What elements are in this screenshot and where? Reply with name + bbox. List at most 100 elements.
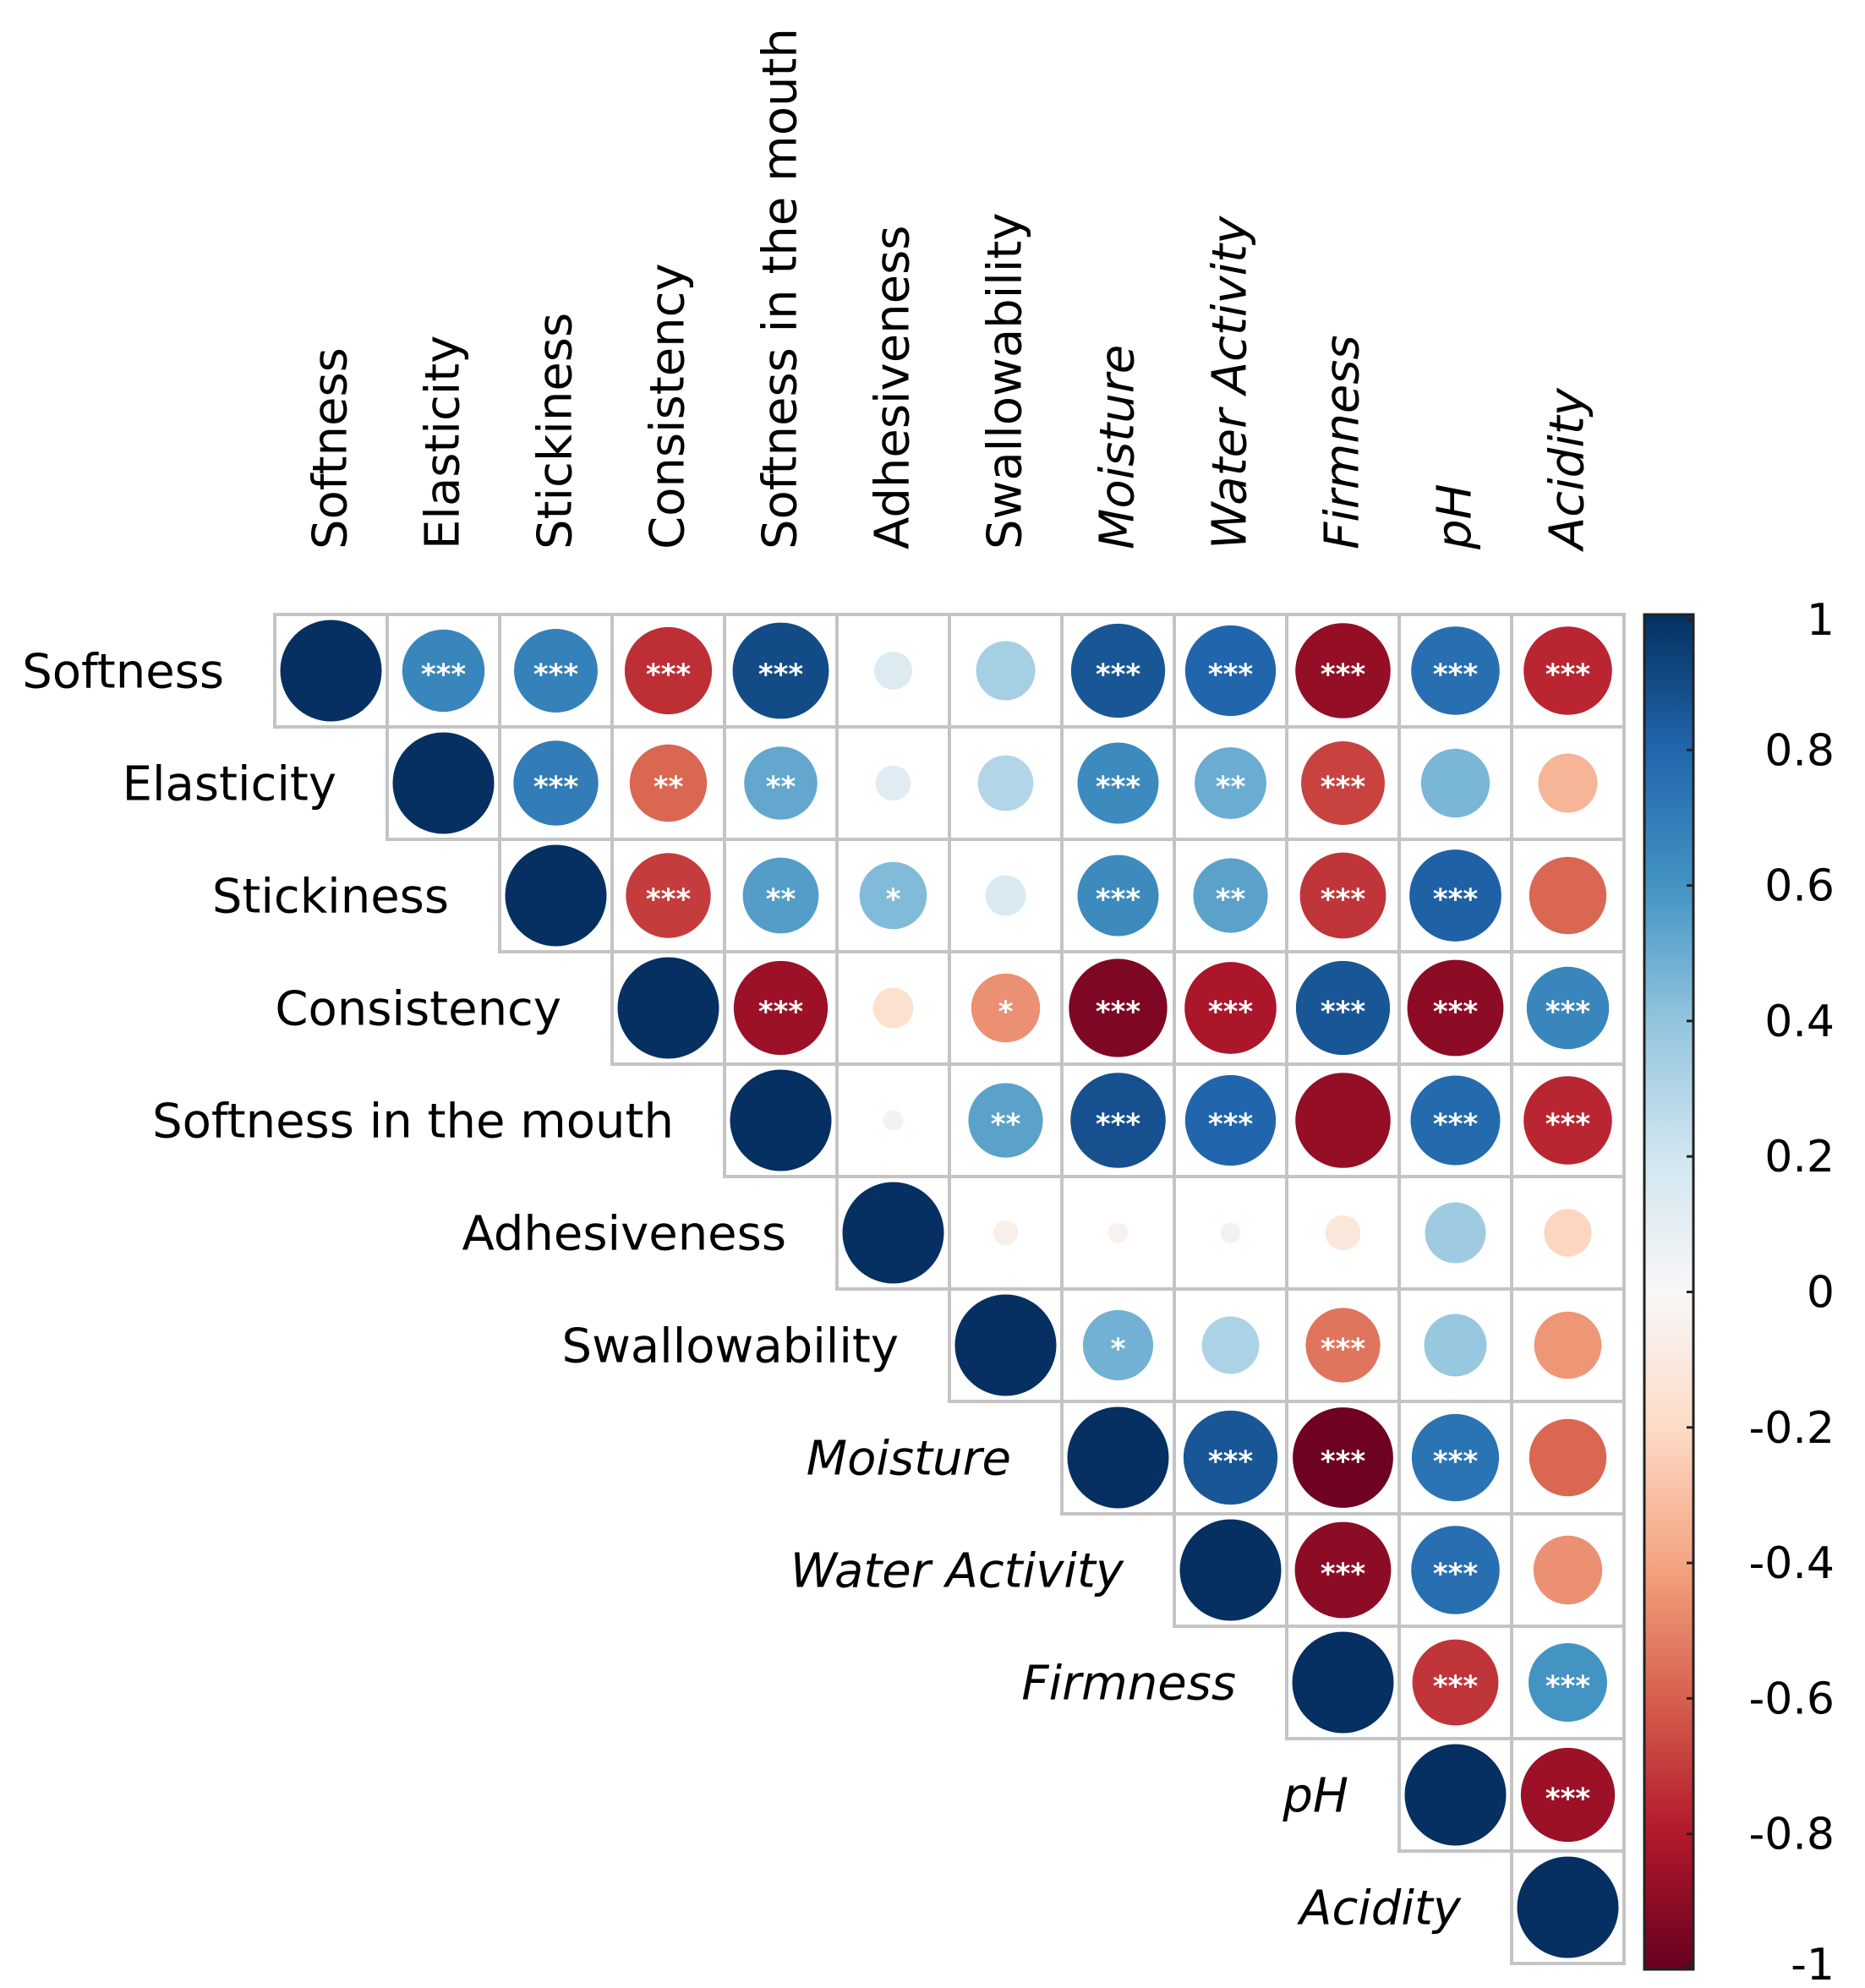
column-label: Moisture <box>1091 345 1146 549</box>
colorbar-tick-label: 0.8 <box>1764 725 1835 776</box>
column-label: Adhesiveness <box>866 226 921 549</box>
correlation-circle <box>971 973 1041 1043</box>
correlation-circle <box>733 960 829 1056</box>
significance-mark: *** <box>1433 996 1479 1030</box>
significance-mark: *** <box>1321 1558 1366 1592</box>
correlation-circle <box>1409 849 1501 942</box>
significance-mark: *** <box>1433 1445 1479 1479</box>
significance-mark: * <box>1111 1333 1126 1367</box>
significance-mark: *** <box>1433 658 1479 692</box>
correlation-circle <box>1195 747 1266 819</box>
colorbar-tick-label: -0.2 <box>1749 1403 1835 1454</box>
column-label: Consistency <box>641 263 696 549</box>
correlation-circle <box>1325 1215 1361 1251</box>
correlation-circle <box>1183 1410 1278 1505</box>
correlation-circle <box>1293 1407 1393 1508</box>
significance-mark: *** <box>1545 996 1591 1030</box>
significance-mark: ** <box>654 771 684 805</box>
correlation-circle <box>954 1294 1057 1396</box>
correlation-circle <box>859 861 927 930</box>
correlation-circle <box>993 1220 1019 1246</box>
row-label: Moisture <box>807 1432 1011 1487</box>
correlation-circle <box>976 641 1036 701</box>
matrix-cell <box>835 613 951 729</box>
significance-mark: *** <box>758 996 804 1030</box>
significance-mark: *** <box>1433 1558 1479 1592</box>
significance-mark: *** <box>1208 1445 1254 1479</box>
correlation-circle <box>626 853 711 938</box>
significance-mark: *** <box>646 658 692 692</box>
significance-mark: ** <box>766 883 796 917</box>
correlation-circle <box>1077 855 1159 937</box>
correlation-circle <box>1529 1643 1607 1722</box>
correlation-circle <box>629 744 708 822</box>
correlation-circle <box>985 875 1026 916</box>
colorbar-tick-label: 0.4 <box>1764 997 1835 1047</box>
colorbar-tick-label: 0.2 <box>1764 1132 1835 1182</box>
matrix-cell <box>1173 1175 1288 1291</box>
correlation-circle <box>1295 960 1391 1056</box>
correlation-circle <box>730 1069 832 1172</box>
correlation-circle <box>1425 1202 1486 1264</box>
correlation-circle <box>1544 1209 1592 1257</box>
correlation-circle <box>1301 741 1385 825</box>
column-label: Acidity <box>1540 387 1595 552</box>
correlation-circle <box>1411 1413 1500 1502</box>
significance-mark: *** <box>1545 658 1591 692</box>
correlation-circle <box>1179 1519 1282 1621</box>
correlation-circle <box>505 844 607 947</box>
colorbar-tick-label: -0.4 <box>1749 1538 1835 1589</box>
row-label: Softness in the mouth <box>152 1095 674 1150</box>
correlation-circle <box>1108 1222 1129 1243</box>
significance-mark: *** <box>1321 996 1366 1030</box>
correlation-circle <box>1534 1311 1602 1379</box>
correlation-circle <box>513 740 599 826</box>
correlation-circle <box>1299 852 1386 939</box>
colorbar: 1 0.8 0.6 0.4 0.2 0 -0.2 -0.4 -0.6 -0.8 -1 <box>1643 595 1835 1988</box>
significance-mark: *** <box>1321 1333 1366 1367</box>
correlation-circle <box>1292 1631 1394 1734</box>
correlation-circle <box>968 1083 1043 1158</box>
correlation-circle <box>977 755 1034 811</box>
row-label: Consistency <box>275 982 561 1037</box>
correlation-circle <box>514 629 598 713</box>
correlation-circle <box>1523 1076 1612 1165</box>
correlation-circle <box>1412 1639 1499 1726</box>
row-label: Acidity <box>1297 1882 1462 1936</box>
significance-mark: ** <box>1216 883 1246 917</box>
correlation-circle <box>1517 1856 1619 1958</box>
significance-mark: *** <box>1096 1108 1141 1142</box>
correlation-circle <box>392 732 495 834</box>
correlation-circle <box>1220 1222 1241 1243</box>
correlation-circle <box>1533 1535 1603 1605</box>
significance-mark: *** <box>1096 996 1141 1030</box>
correlation-circle <box>875 765 911 801</box>
row-label: Stickiness <box>212 870 449 925</box>
significance-mark: *** <box>1433 883 1479 917</box>
significance-mark: *** <box>1208 996 1254 1030</box>
correlation-circle <box>1424 1314 1487 1377</box>
colorbar-tick-label: 1 <box>1807 595 1835 646</box>
column-labels: Softness Elasticity Stickiness Consistency S… <box>304 28 1595 552</box>
significance-mark: *** <box>1545 1783 1591 1816</box>
correlation-circle <box>883 1110 904 1131</box>
significance-mark: ** <box>766 771 796 805</box>
significance-mark: * <box>886 883 901 917</box>
correlation-circle <box>280 620 382 722</box>
correlation-circle <box>1520 1747 1616 1843</box>
colorbar-gradient <box>1643 613 1695 1971</box>
colorbar-tick-label: -0.8 <box>1749 1810 1835 1860</box>
significance-mark: *** <box>1321 883 1366 917</box>
column-label: Elasticity <box>416 336 471 549</box>
correlation-circle <box>617 957 719 1059</box>
row-label: Elasticity <box>123 757 336 812</box>
correlation-circle <box>1184 962 1277 1054</box>
correlation-circle <box>1407 959 1504 1057</box>
correlation-circle <box>1538 753 1598 813</box>
correlation-circle <box>1295 623 1391 718</box>
correlation-circle <box>1077 742 1159 824</box>
correlation-circle <box>1526 966 1610 1050</box>
row-label: pH <box>1282 1769 1348 1824</box>
significance-mark: *** <box>1321 1445 1366 1479</box>
column-label: Softness in the mouth <box>753 28 808 549</box>
